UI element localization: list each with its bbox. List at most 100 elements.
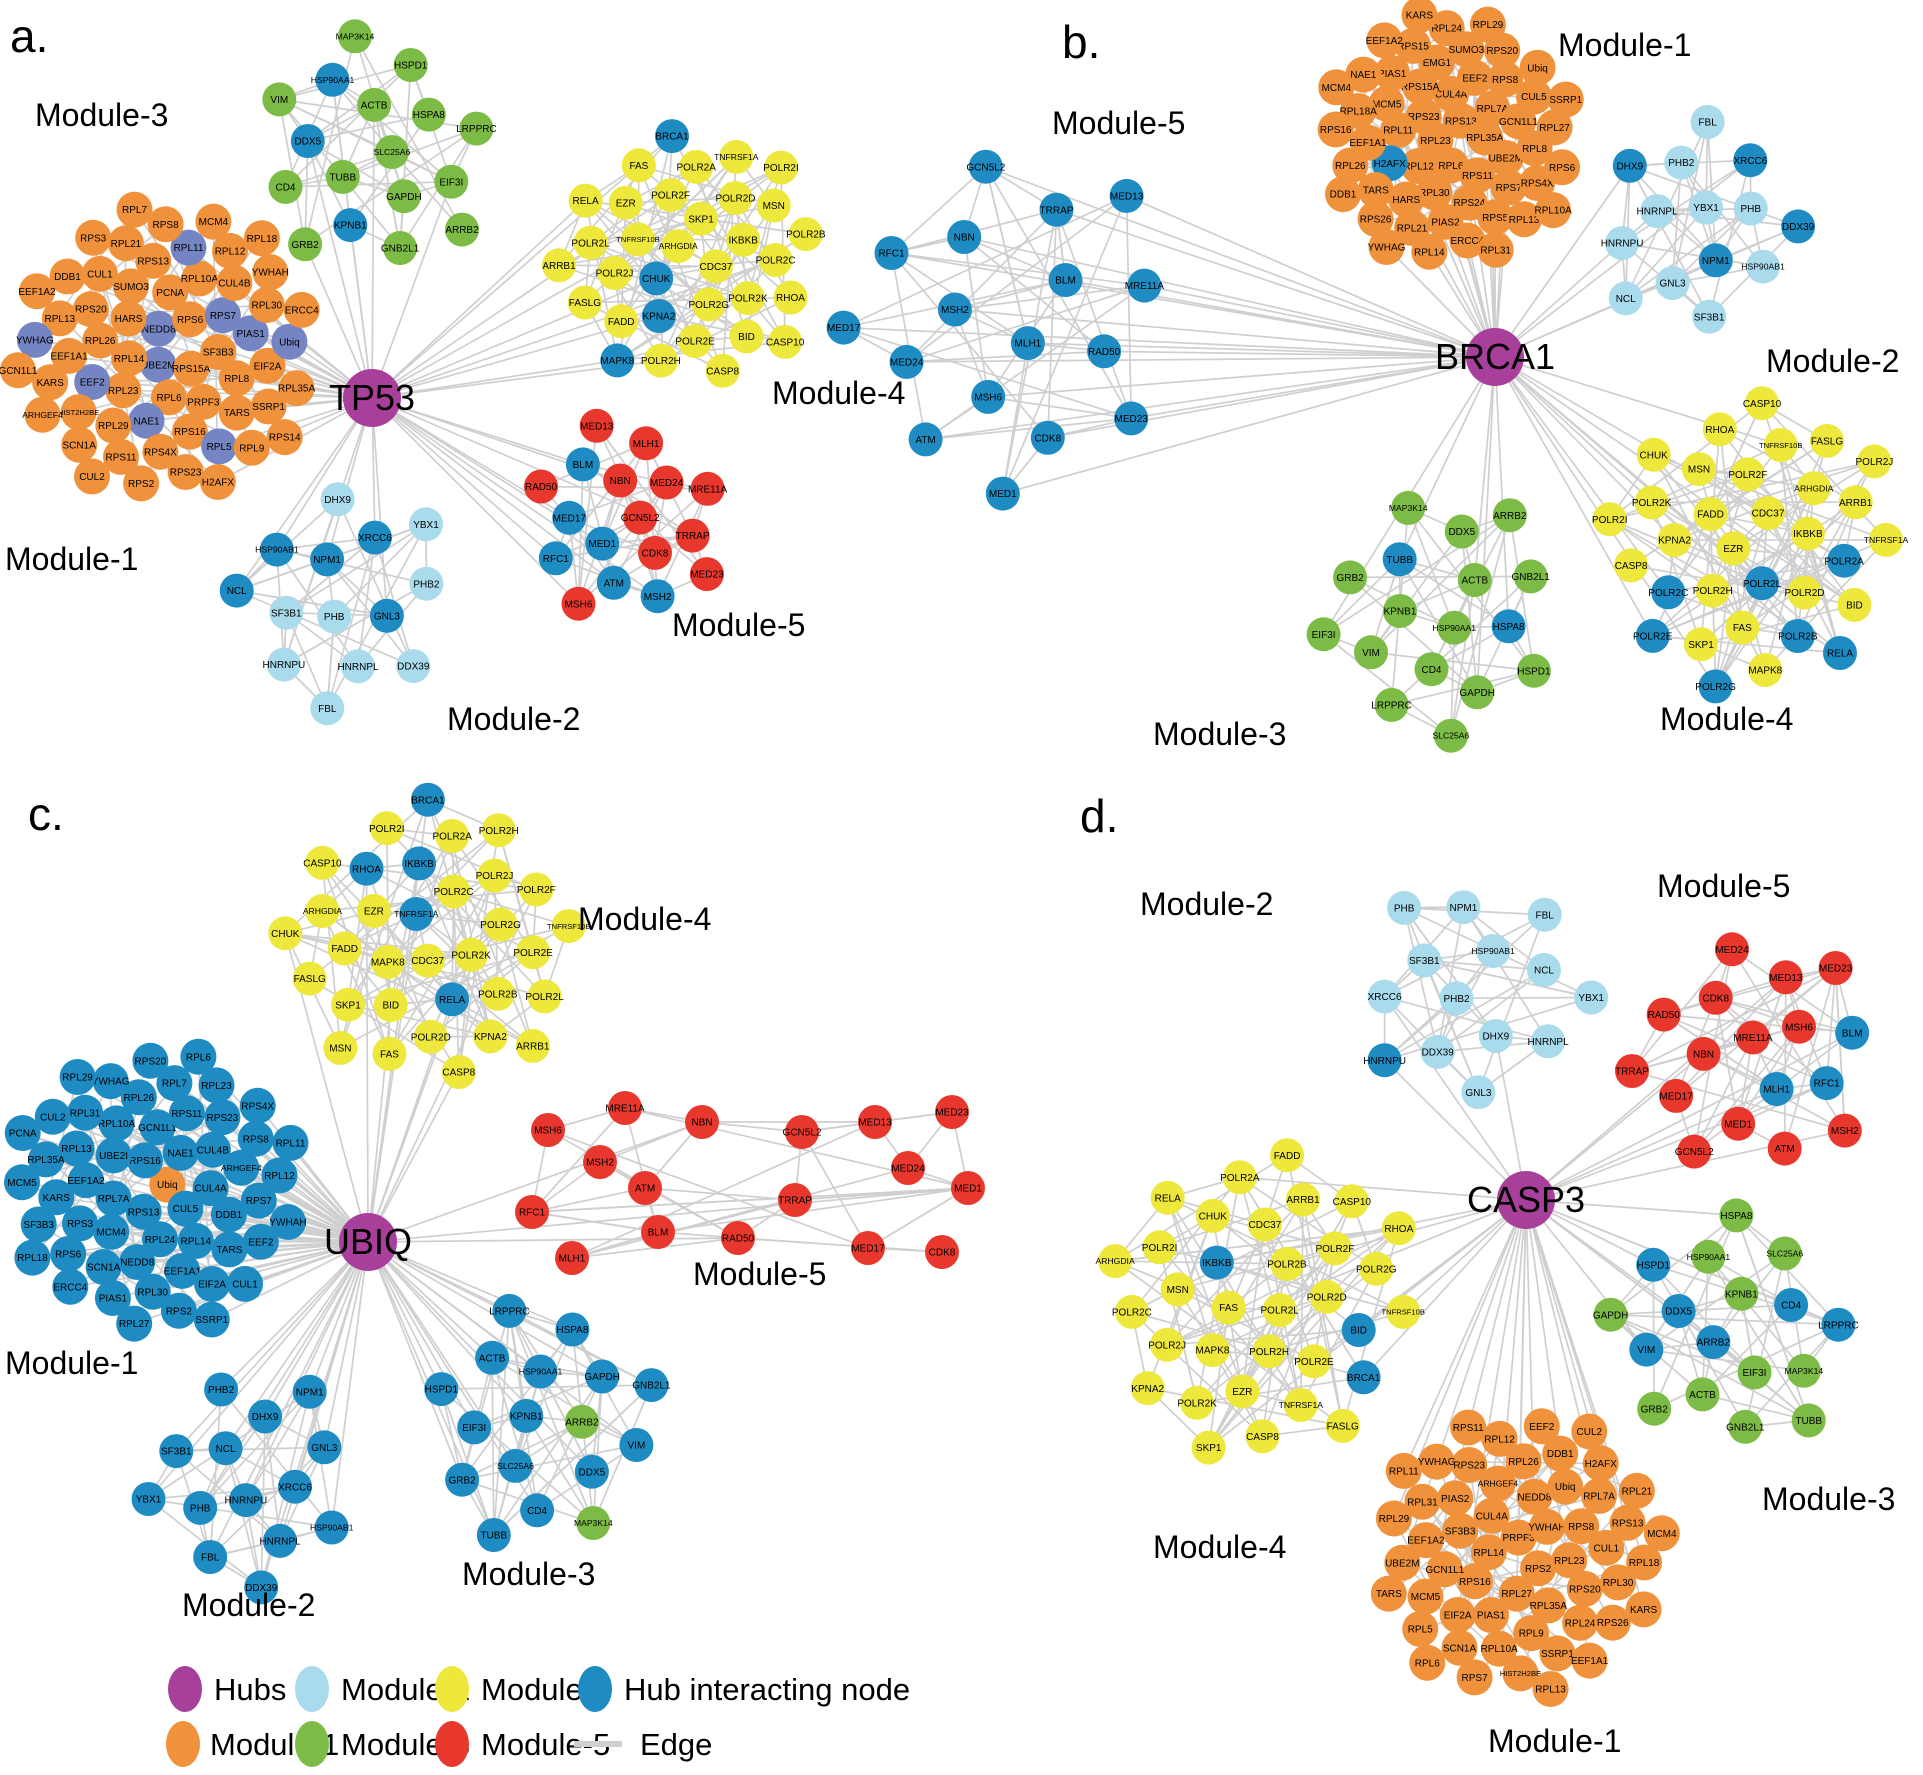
edge	[1398, 356, 1496, 560]
node-YWHAG	[1418, 1443, 1455, 1480]
edge	[371, 359, 618, 399]
node-CUL5	[1515, 78, 1552, 115]
node-EEF1A2	[1407, 1522, 1444, 1559]
node-label: RPS6	[1549, 163, 1576, 174]
node-label: POLR2E	[513, 948, 553, 959]
node-RPL26	[1332, 147, 1369, 184]
node-label: CASP10	[1333, 1197, 1372, 1208]
node-label: TNFRSF10B	[616, 235, 659, 244]
node-label: TNFRSF1A	[1279, 1400, 1324, 1410]
node-EZR	[1225, 1374, 1260, 1409]
node-EIF3I	[1737, 1355, 1772, 1390]
node-FBL	[1690, 105, 1725, 139]
edge	[1675, 976, 1787, 1097]
edge	[867, 1187, 969, 1249]
node-label: GNL3	[1659, 279, 1686, 290]
node-label: RPL9	[239, 443, 264, 454]
node-label: RPL18	[1629, 1558, 1660, 1569]
node-GAPDH	[1460, 675, 1495, 710]
node-label: HSP90AB1	[310, 1523, 354, 1533]
node-label: POLR2G	[689, 300, 730, 311]
edge	[1323, 558, 1401, 635]
node-label: POLR2D	[411, 1032, 451, 1043]
node-label: RPL6	[156, 393, 181, 404]
node-label: YWHAG	[92, 1077, 130, 1088]
node-label: VIM	[1362, 648, 1380, 659]
edge	[1702, 1393, 1809, 1422]
node-label: MCM4	[1647, 1529, 1677, 1540]
node-label: H2AFX	[1585, 1459, 1618, 1470]
node-label: TUBB	[1386, 555, 1413, 566]
node-MLH1	[1759, 1072, 1794, 1106]
node-RPS26	[1357, 200, 1394, 237]
node-KPNB1	[509, 1398, 544, 1433]
edge	[905, 209, 1058, 363]
node-label: KARS	[1630, 1605, 1658, 1616]
node-label: GAPDH	[1459, 688, 1495, 699]
node-label: RPL26	[1335, 161, 1366, 172]
node-label: POLR2F	[517, 885, 556, 896]
node-label: SF3B1	[1694, 312, 1725, 323]
node-label: POLR2F	[1315, 1244, 1354, 1255]
edge	[660, 197, 737, 361]
node-RPS20	[132, 1042, 169, 1079]
node-CASP8	[441, 1055, 476, 1089]
node-label: IKBKB	[728, 235, 758, 246]
node-label: NBN	[610, 476, 631, 487]
node-label: RPS13	[1612, 1518, 1644, 1529]
node-label: RPL29	[98, 421, 129, 432]
edge	[536, 1376, 603, 1511]
node-EEF1A2	[68, 1162, 104, 1199]
node-label: XRCC6	[278, 1482, 312, 1493]
node-MSH2	[583, 1145, 617, 1179]
edge	[389, 863, 420, 1006]
node-label: MSH2	[941, 305, 969, 316]
node-RPL35A	[278, 370, 315, 407]
edge	[531, 1187, 969, 1213]
node-SF3B3	[1442, 1512, 1479, 1549]
node-RPL18	[14, 1239, 51, 1276]
node-layer: PHB2 HSP90AB1 DHX9 SF3B1 NCL DDX39 NPM1 HNRNPL X…	[1096, 890, 1870, 1707]
node-label: CDK8	[1702, 993, 1729, 1004]
edge	[1196, 1177, 1241, 1403]
node-FADD	[327, 931, 362, 966]
node-label: CASP10	[766, 338, 805, 349]
node-label: RPL31	[70, 1108, 101, 1119]
node-label: RPS16	[129, 1156, 161, 1167]
node-MED1	[1721, 1106, 1756, 1141]
node-TNFRSF10B	[1763, 428, 1798, 462]
edge	[1631, 948, 1733, 1072]
edge	[1241, 1224, 1266, 1392]
node-label: VIM	[1637, 1345, 1655, 1356]
node-label: DDX5	[1665, 1307, 1692, 1318]
node-label: PCNA	[9, 1129, 37, 1140]
node-label: GNB2L1	[1512, 572, 1551, 583]
node-label: RPL18	[247, 234, 278, 245]
node-XRCC6	[278, 1469, 312, 1504]
node-NAE1	[1345, 56, 1382, 93]
node-TNFRSF10B	[1386, 1294, 1421, 1329]
node-label: FADD	[1274, 1151, 1301, 1162]
node-CHUK	[1195, 1198, 1230, 1233]
node-RPL24	[1428, 10, 1465, 47]
node-SF3B1	[1407, 943, 1442, 978]
node-label: PHB	[1394, 904, 1415, 915]
node-RPS3	[62, 1205, 98, 1242]
node-label: UBE2M	[1385, 1558, 1419, 1569]
node-MSH2	[937, 292, 972, 327]
node-POLR2K	[730, 281, 765, 316]
node-label: XRCC6	[1733, 156, 1767, 167]
node-label: BID	[738, 332, 755, 343]
node-HNRNPL	[1531, 1024, 1566, 1059]
module-label: Module-1	[5, 1345, 138, 1381]
node-label: RPL27	[1539, 123, 1570, 134]
node-label: RPL27	[1501, 1589, 1532, 1600]
legend-swatch-module1	[166, 1721, 200, 1767]
edge	[371, 199, 587, 399]
edge	[1238, 1177, 1302, 1406]
node-label: RPL11	[276, 1139, 306, 1150]
node-label: MED23	[1115, 414, 1149, 425]
node-POLR2G	[1359, 1251, 1394, 1286]
node-label: GNL3	[311, 1443, 338, 1454]
node-label: EEF2	[1529, 1422, 1554, 1433]
